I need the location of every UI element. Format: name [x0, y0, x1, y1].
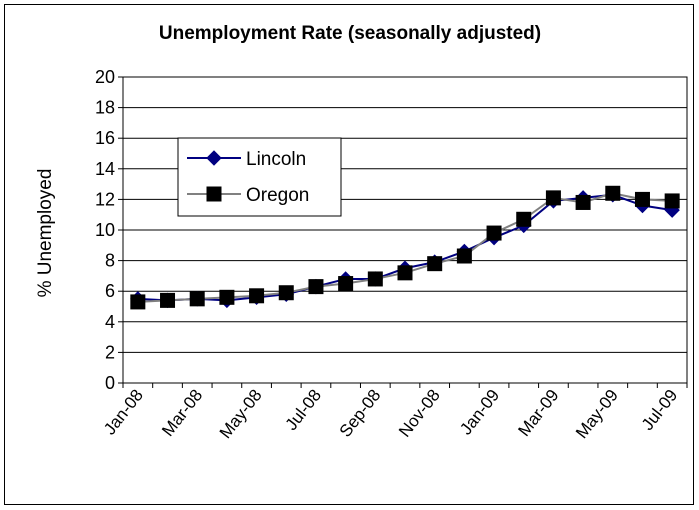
data-point-oregon [278, 285, 294, 301]
x-tick-label: Nov-08 [395, 386, 444, 441]
y-tick-label: 18 [95, 98, 115, 118]
data-point-oregon [308, 279, 324, 295]
y-tick-label: 12 [95, 189, 115, 209]
y-axis-label: % Unemployed [35, 169, 56, 298]
line-chart: Unemployment Rate (seasonally adjusted) … [35, 23, 688, 442]
x-tick-label: Jan-08 [100, 386, 147, 439]
y-tick-label: 14 [95, 159, 115, 179]
data-point-oregon [338, 276, 354, 292]
x-tick-label: Jul-08 [282, 386, 325, 434]
x-tick-label: Sep-08 [336, 386, 385, 441]
y-tick-label: 20 [95, 67, 115, 87]
x-tick-label: May-09 [572, 386, 622, 442]
data-point-oregon [575, 194, 591, 210]
data-point-oregon [605, 185, 621, 201]
legend-label-oregon: Oregon [246, 185, 309, 206]
data-point-oregon [664, 193, 680, 209]
y-tick-label: 8 [105, 251, 115, 271]
chart-frame: Unemployment Rate (seasonally adjusted) … [4, 4, 694, 505]
x-tick-label: Jan-09 [456, 386, 503, 439]
y-tick-label: 2 [105, 342, 115, 362]
x-tick-label: Mar-09 [514, 386, 562, 440]
x-tick-label: Jul-09 [638, 386, 681, 434]
legend-marker-lincoln [206, 150, 222, 166]
data-point-oregon [456, 248, 472, 264]
data-point-oregon [545, 190, 561, 206]
data-point-oregon [427, 256, 443, 272]
y-tick-label: 4 [105, 312, 115, 332]
legend-marker-oregon [206, 186, 222, 202]
data-point-oregon [486, 225, 502, 241]
data-point-oregon [397, 265, 413, 281]
data-point-oregon [219, 289, 235, 305]
data-point-oregon [160, 292, 176, 308]
chart-title: Unemployment Rate (seasonally adjusted) [159, 23, 541, 44]
y-tick-label: 16 [95, 128, 115, 148]
y-tick-label: 6 [105, 281, 115, 301]
data-point-oregon [130, 294, 146, 310]
data-point-oregon [189, 291, 205, 307]
x-tick-label: Mar-08 [158, 386, 206, 440]
data-point-oregon [249, 288, 265, 304]
x-tick-label: May-08 [216, 386, 266, 442]
legend-label-lincoln: Lincoln [246, 149, 306, 170]
data-point-oregon [367, 271, 383, 287]
y-tick-label: 10 [95, 220, 115, 240]
data-point-oregon [634, 191, 650, 207]
data-point-oregon [516, 211, 532, 227]
legend-box [177, 137, 342, 217]
y-tick-label: 0 [105, 373, 115, 393]
